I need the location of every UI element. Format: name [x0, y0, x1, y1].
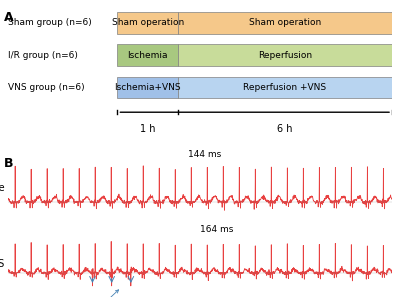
- FancyBboxPatch shape: [118, 44, 178, 66]
- Text: 1 h: 1 h: [140, 124, 155, 134]
- Text: Sham operation: Sham operation: [249, 18, 321, 27]
- Text: Baseline: Baseline: [0, 183, 4, 193]
- Text: During VNS: During VNS: [0, 259, 4, 269]
- FancyBboxPatch shape: [118, 77, 178, 98]
- Text: I/R group (n=6): I/R group (n=6): [8, 51, 78, 60]
- Text: Reperfusion: Reperfusion: [258, 51, 312, 60]
- Text: 6 h: 6 h: [277, 124, 293, 134]
- Text: VNS group (n=6): VNS group (n=6): [8, 83, 85, 92]
- Text: A: A: [4, 11, 14, 24]
- FancyBboxPatch shape: [178, 77, 392, 98]
- FancyBboxPatch shape: [178, 12, 392, 34]
- Text: Sham group (n=6): Sham group (n=6): [8, 18, 92, 27]
- Text: Reperfusion +VNS: Reperfusion +VNS: [243, 83, 326, 92]
- Text: Electrical stimulus
signal: Electrical stimulus signal: [54, 290, 125, 297]
- Text: Ischemia: Ischemia: [127, 51, 168, 60]
- Text: 144 ms: 144 ms: [188, 150, 221, 159]
- FancyBboxPatch shape: [118, 12, 178, 34]
- Text: Ischemia+VNS: Ischemia+VNS: [114, 83, 181, 92]
- Text: 164 ms: 164 ms: [200, 225, 233, 233]
- Text: B: B: [4, 157, 14, 170]
- FancyBboxPatch shape: [178, 44, 392, 66]
- Text: Sham operation: Sham operation: [112, 18, 184, 27]
